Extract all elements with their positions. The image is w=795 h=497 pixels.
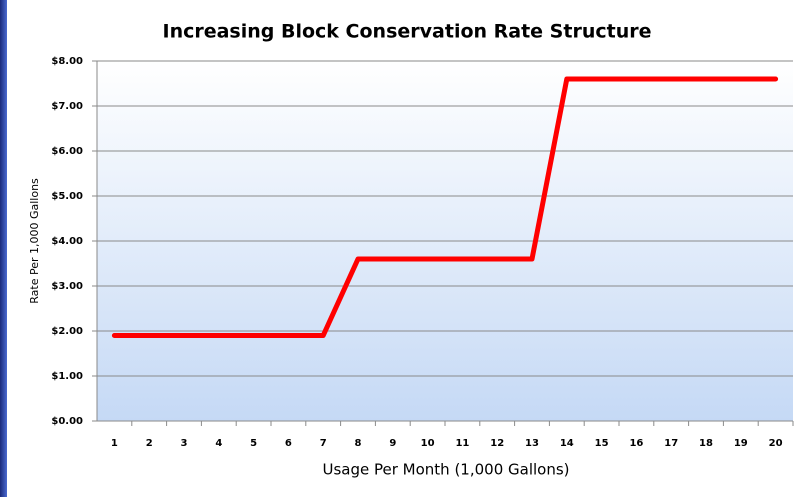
x-tick-label: 19 — [734, 438, 748, 449]
x-tick-label: 3 — [181, 438, 188, 449]
x-tick-label: 9 — [389, 438, 396, 449]
y-tick-label: $7.00 — [51, 101, 83, 112]
x-tick-label: 20 — [769, 438, 783, 449]
y-tick-label: $0.00 — [51, 416, 83, 427]
y-tick-label: $1.00 — [51, 371, 83, 382]
x-tick-label: 5 — [250, 438, 257, 449]
y-axis-label: Rate Per 1,000 Gallons — [28, 178, 41, 304]
x-tick-label: 10 — [421, 438, 435, 449]
y-tick-label: $5.00 — [51, 191, 83, 202]
x-tick-label: 16 — [629, 438, 643, 449]
x-tick-label: 14 — [560, 438, 574, 449]
y-tick-label: $2.00 — [51, 326, 83, 337]
x-tick-label: 12 — [490, 438, 504, 449]
y-tick-label: $3.00 — [51, 281, 83, 292]
x-tick-label: 6 — [285, 438, 292, 449]
x-tick-label: 1 — [111, 438, 118, 449]
y-tick-label: $6.00 — [51, 146, 83, 157]
x-tick-label: 8 — [355, 438, 362, 449]
x-tick-label: 4 — [215, 438, 222, 449]
slide-edge — [0, 0, 7, 497]
x-tick-label: 18 — [699, 438, 713, 449]
x-tick-label: 13 — [525, 438, 539, 449]
x-tick-label: 11 — [455, 438, 469, 449]
y-tick-label: $8.00 — [51, 56, 83, 67]
line-series — [111, 76, 779, 338]
x-tick-label: 2 — [146, 438, 153, 449]
y-tick-label: $4.00 — [51, 236, 83, 247]
x-tick-label: 7 — [320, 438, 327, 449]
x-tick-label: 17 — [664, 438, 678, 449]
chart-title: Increasing Block Conservation Rate Struc… — [163, 21, 652, 43]
x-axis-label: Usage Per Month (1,000 Gallons) — [322, 461, 569, 479]
x-tick-label: 15 — [595, 438, 609, 449]
